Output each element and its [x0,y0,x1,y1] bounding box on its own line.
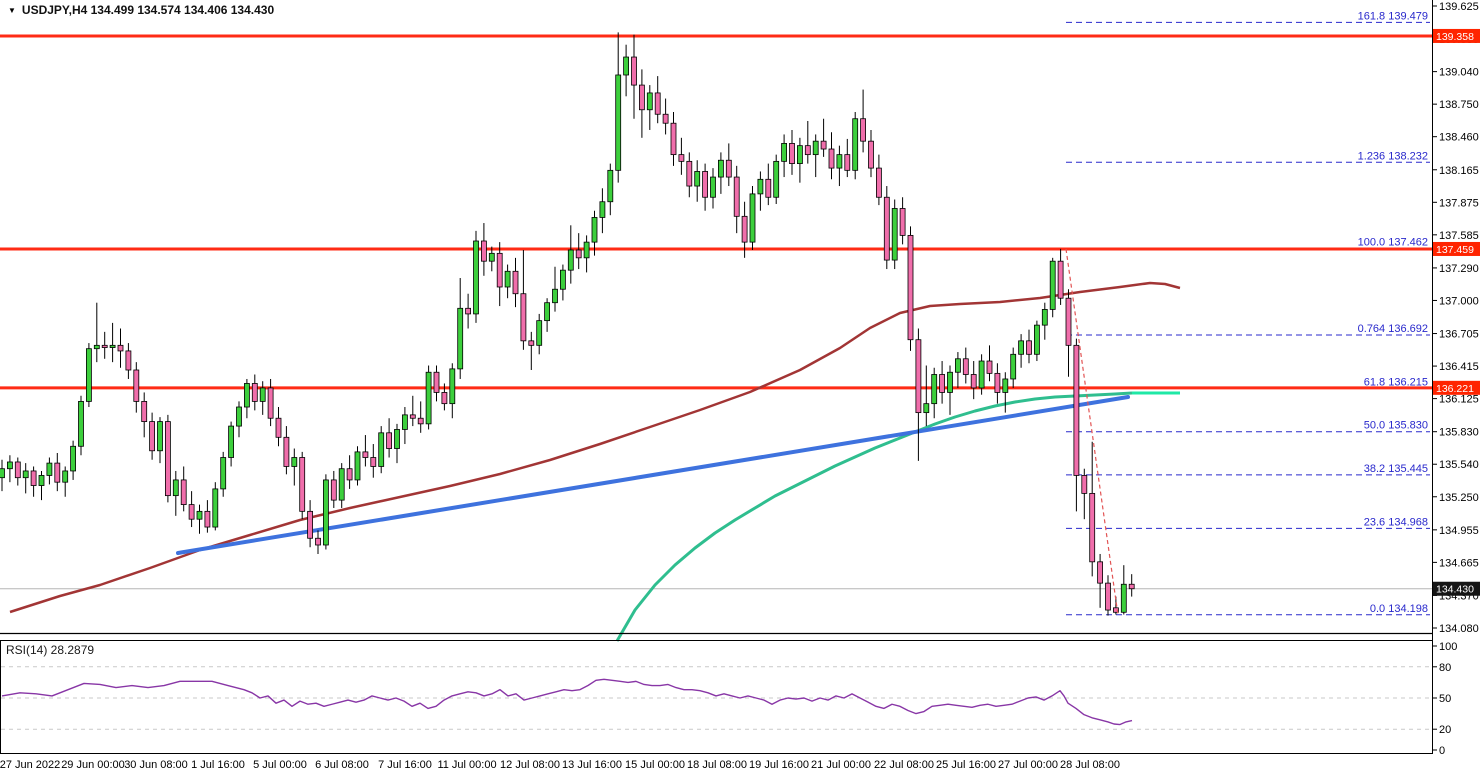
svg-text:1.236 138.232: 1.236 138.232 [1358,150,1428,162]
time-axis[interactable]: 27 Jun 2022 29 Jun 00:00 30 Jun 08:00 1 Jul… [0,759,1120,771]
svg-text:139.040: 139.040 [1439,67,1479,79]
svg-text:28 Jul 08:00: 28 Jul 08:00 [1060,759,1120,771]
svg-text:22 Jul 08:00: 22 Jul 08:00 [874,759,934,771]
svg-text:138.750: 138.750 [1439,99,1479,111]
price-axis-label-box: 136.221 [1433,380,1480,395]
svg-text:80: 80 [1439,662,1451,674]
symbol-dropdown-icon[interactable]: ▼ [8,5,16,15]
svg-text:136.221: 136.221 [1436,383,1474,395]
svg-text:137.000: 137.000 [1439,295,1479,307]
moving-average-fast [615,391,1133,642]
svg-text:135.540: 135.540 [1439,459,1479,471]
svg-text:50.0 135.830: 50.0 135.830 [1364,420,1428,432]
resistance-lines[interactable] [0,34,1432,390]
svg-text:100: 100 [1439,641,1457,653]
svg-text:161.8 139.479: 161.8 139.479 [1358,10,1428,22]
svg-text:6 Jul 08:00: 6 Jul 08:00 [315,759,369,771]
svg-text:7 Jul 16:00: 7 Jul 16:00 [378,759,432,771]
svg-text:15 Jul 00:00: 15 Jul 00:00 [625,759,685,771]
price-axis[interactable]: 139.625139.330139.040138.750138.460138.1… [1432,0,1480,757]
svg-text:138.460: 138.460 [1439,132,1479,144]
svg-text:135.830: 135.830 [1439,427,1479,439]
svg-text:134.665: 134.665 [1439,557,1479,569]
chart-title: ▼ USDJPY,H4 134.499 134.574 134.406 134.… [8,3,274,17]
svg-text:139.625: 139.625 [1439,1,1479,13]
svg-text:18 Jul 08:00: 18 Jul 08:00 [687,759,747,771]
candles [0,32,1135,616]
price-axis-label-box: 134.430 [1433,581,1480,596]
svg-text:137.459: 137.459 [1436,244,1474,256]
svg-text:0.764 136.692: 0.764 136.692 [1358,323,1428,335]
svg-text:136.125: 136.125 [1439,394,1479,406]
svg-text:25 Jul 16:00: 25 Jul 16:00 [936,759,996,771]
price-axis-label-box: 139.358 [1433,28,1480,43]
svg-text:138.165: 138.165 [1439,165,1479,177]
svg-text:5 Jul 00:00: 5 Jul 00:00 [253,759,307,771]
rsi-indicator-label: RSI(14) 28.2879 [6,643,95,657]
svg-text:13 Jul 16:00: 13 Jul 16:00 [562,759,622,771]
rsi-line [1,678,1133,726]
chart-title-text: USDJPY,H4 134.499 134.574 134.406 134.43… [21,3,275,17]
svg-text:137.585: 137.585 [1439,230,1479,242]
svg-text:135.250: 135.250 [1439,492,1479,504]
fib-diagonal-line [1065,248,1119,616]
svg-text:29 Jun 00:00: 29 Jun 00:00 [61,759,125,771]
trendline[interactable] [176,395,1130,555]
svg-text:23.6 134.968: 23.6 134.968 [1364,516,1428,528]
svg-text:139.358: 139.358 [1436,31,1474,43]
svg-text:50: 50 [1439,693,1451,705]
svg-text:1 Jul 16:00: 1 Jul 16:00 [191,759,245,771]
fib-retracement-levels: 161.8 139.479 1.236 138.232 100.0 137.462 0… [1066,10,1430,616]
svg-text:61.8 136.215: 61.8 136.215 [1364,377,1428,389]
svg-text:0: 0 [1439,745,1445,757]
svg-text:12 Jul 08:00: 12 Jul 08:00 [500,759,560,771]
price-axis-label-box: 137.459 [1433,241,1480,256]
svg-text:38.2 135.445: 38.2 135.445 [1364,463,1428,475]
svg-text:21 Jul 00:00: 21 Jul 00:00 [811,759,871,771]
svg-text:19 Jul 16:00: 19 Jul 16:00 [749,759,809,771]
svg-text:27 Jul 00:00: 27 Jul 00:00 [998,759,1058,771]
svg-text:134.955: 134.955 [1439,525,1479,537]
svg-text:136.415: 136.415 [1439,361,1479,373]
svg-text:137.875: 137.875 [1439,197,1479,209]
svg-text:0.0 134.198: 0.0 134.198 [1370,603,1428,615]
svg-text:11 Jul 00:00: 11 Jul 00:00 [437,759,496,771]
svg-text:134.080: 134.080 [1439,623,1479,635]
svg-text:30 Jun 08:00: 30 Jun 08:00 [124,759,188,771]
svg-text:134.430: 134.430 [1436,584,1474,596]
svg-text:100.0 137.462: 100.0 137.462 [1358,237,1428,249]
svg-text:27 Jun 2022: 27 Jun 2022 [0,759,60,771]
svg-text:136.705: 136.705 [1439,329,1479,341]
svg-text:137.290: 137.290 [1439,263,1479,275]
svg-text:20: 20 [1439,724,1451,736]
rsi-panel [0,640,1433,754]
moving-average-slow [9,281,1181,614]
